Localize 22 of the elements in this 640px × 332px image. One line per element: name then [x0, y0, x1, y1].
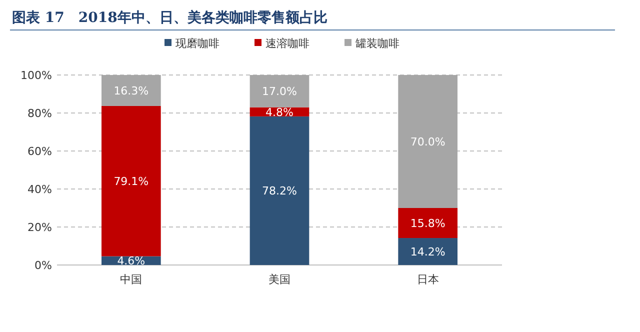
data-label: 14.2%	[410, 246, 446, 259]
x-tick-label: 日本	[416, 273, 439, 286]
data-label: 70.0%	[410, 136, 446, 148]
data-label: 78.2%	[262, 184, 297, 198]
data-label: 79.1%	[114, 175, 149, 188]
y-tick-label: 0%	[34, 259, 52, 272]
data-label: 15.8%	[410, 217, 446, 230]
x-tick-label: 中国	[120, 273, 142, 286]
y-tick-label: 100%	[20, 69, 52, 82]
y-tick-label: 40%	[28, 183, 52, 196]
data-label: 4.6%	[117, 254, 146, 268]
x-tick-label: 美国	[268, 273, 290, 286]
legend-label: 现磨咖啡	[176, 37, 220, 50]
data-label: 16.3%	[114, 84, 149, 98]
legend-label: 罐装咖啡	[356, 37, 400, 50]
y-tick-label: 60%	[28, 145, 52, 158]
data-label: 17.0%	[262, 85, 297, 98]
legend-label: 速溶咖啡	[266, 37, 310, 50]
data-label: 4.8%	[266, 106, 294, 119]
y-tick-label: 80%	[28, 107, 52, 120]
y-tick-label: 20%	[28, 221, 52, 234]
title: 图表 17 2018年中、日、美各类咖啡零售额占比	[12, 10, 328, 26]
